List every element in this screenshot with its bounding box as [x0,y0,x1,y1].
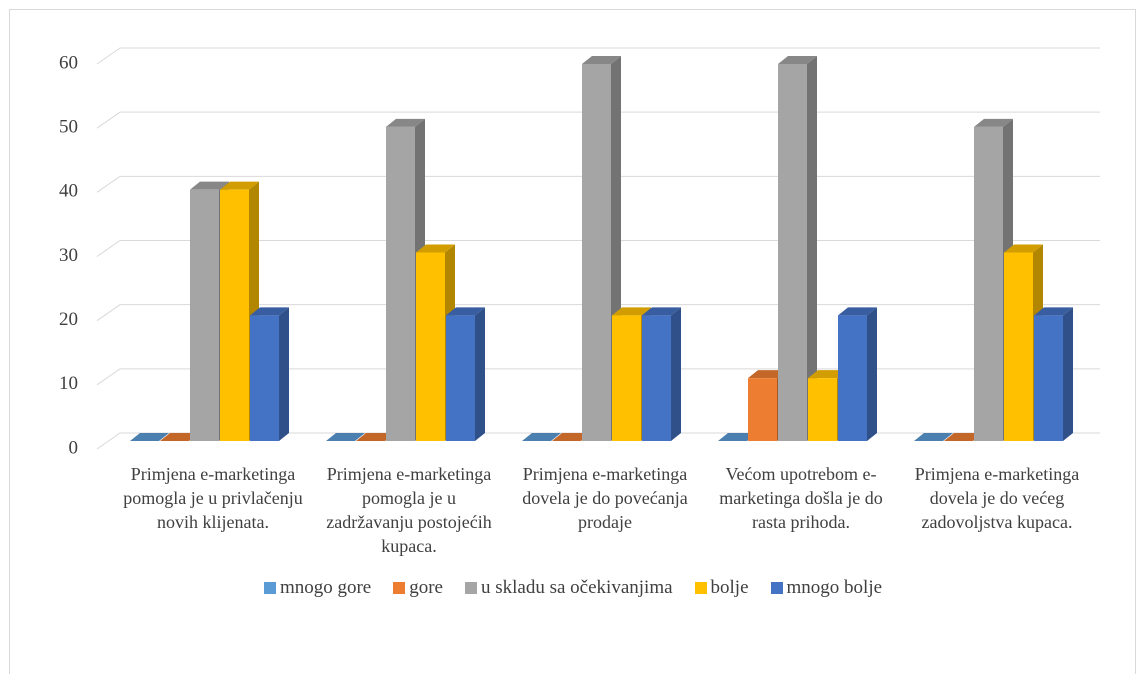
bar [130,433,169,441]
legend-swatch [465,582,477,594]
legend-label: gore [409,577,443,598]
x-tick-label: Primjena e-marketinga dovela je do većeg… [914,464,1080,532]
bar-side [279,307,289,441]
legend-label: mnogo gore [279,577,372,598]
bar-side [867,307,877,441]
bar [250,307,289,441]
grid-line [96,47,1100,65]
bar-front [642,315,671,441]
bar-top [582,56,621,64]
bar-front [838,315,867,441]
legend-item: mnogo gore [263,577,372,599]
x-tick-label: Primjena e-marketinga pomogla je u zadrž… [326,464,492,556]
bar [160,433,199,441]
bar [1034,307,1073,441]
bar-side [475,307,485,441]
bar-front [220,189,249,441]
bar-front [386,126,415,441]
grid-line [96,111,1100,129]
grid-line [96,304,1100,322]
bar-front [748,378,777,441]
y-tick-label: 0 [69,437,79,458]
bar [778,56,817,441]
x-tick-label: Primjena e-marketinga pomogla je u privl… [123,464,303,532]
bar-top [326,433,365,441]
bar-top [1034,307,1073,316]
bar-top [356,433,395,441]
legend-item: gore [393,577,443,599]
bar-top [718,433,757,441]
chart-frame [9,9,1136,674]
bar-top [250,307,289,316]
bar-side [1063,307,1073,441]
bar [356,433,395,441]
bar-front [190,189,219,441]
bar-top [914,433,953,441]
bar [642,307,681,441]
bar-top [612,307,651,316]
x-tick-label: Primjena e-marketinga dovela je do poveć… [522,464,688,532]
bar-front [1034,315,1063,441]
bar-front [446,315,475,441]
bar [944,433,983,441]
bar [914,433,953,441]
bar-side [807,56,817,441]
bar [326,433,365,441]
bar-top [522,433,561,441]
legend-label: mnogo bolje [786,577,883,598]
bar-top [220,181,259,190]
y-tick-label: 10 [59,373,78,394]
bar-top [944,433,983,441]
x-tick-label: Većom upotrebom e-marketinga došla je do… [719,464,883,532]
bar-top [416,244,455,253]
bar-front [974,126,1003,441]
bar [446,307,485,441]
legend-label: u skladu sa očekivanjima [481,577,673,598]
bar-front [1004,252,1033,441]
bar-top [552,433,591,441]
bar [718,433,757,441]
bar-front [250,315,279,441]
y-tick-label: 20 [59,309,78,330]
bar-side [671,307,681,441]
bar-top [642,307,681,316]
bar-front [582,64,611,441]
bar [552,433,591,441]
legend-swatch [770,582,783,594]
bar [838,307,877,441]
legend-swatch [263,582,276,594]
legend-label: bolje [710,577,749,598]
y-tick-label: 60 [59,52,78,73]
legend-item: u skladu sa očekivanjima [465,577,673,599]
legend-swatch [393,582,406,594]
bar-front [808,378,837,441]
bar-top [130,433,169,441]
bar-top [190,181,229,190]
y-tick-label: 30 [59,245,78,266]
y-tick-label: 50 [59,117,78,138]
y-tick-label: 40 [59,181,78,202]
legend-item: mnogo bolje [770,577,883,599]
bar-top [386,118,425,127]
grid-line [96,175,1100,193]
bar-top [160,433,199,441]
bar-top [808,370,847,379]
bar-top [838,307,877,316]
bar-front [778,64,807,441]
bar-top [778,56,817,64]
grid-line [96,240,1100,257]
bar-top [748,370,787,379]
bar-top [974,118,1013,127]
bar-front [416,252,445,441]
grid-line [96,368,1100,386]
legend-item: bolje [694,577,749,599]
bar-front [612,315,641,441]
bar-top [1004,244,1043,253]
bar [522,433,561,441]
legend: mnogo gore gore u skladu sa očekivanjima bo… [0,577,1146,599]
bar-top [446,307,485,316]
legend-swatch [694,582,707,594]
